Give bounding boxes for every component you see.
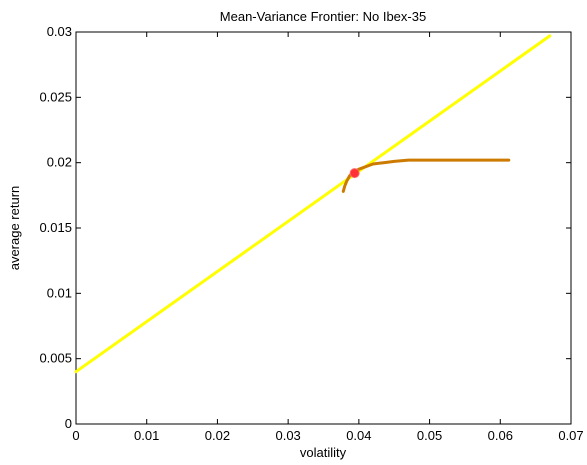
y-tick-label: 0.01 — [47, 285, 72, 300]
x-axis-ticks: 0 0.01 0.02 0.03 0.04 0.05 0.06 0.07 — [72, 32, 584, 443]
x-tick-label: 0.07 — [558, 428, 583, 443]
capital-market-line — [74, 34, 552, 374]
series-layer — [74, 34, 552, 374]
x-tick-label: 0.01 — [134, 428, 159, 443]
x-tick-label: 0.06 — [488, 428, 513, 443]
x-axis-label: volatility — [300, 445, 347, 460]
y-tick-label: 0.025 — [39, 89, 72, 104]
chart-title: Mean-Variance Frontier: No Ibex-35 — [220, 9, 426, 24]
y-tick-label: 0 — [65, 416, 72, 431]
points-layer — [349, 168, 360, 179]
y-axis-label: average return — [7, 186, 22, 271]
x-tick-label: 0 — [72, 428, 79, 443]
x-tick-label: 0.03 — [275, 428, 300, 443]
y-axis-ticks: 0 0.005 0.01 0.015 0.02 0.025 0.03 — [39, 24, 571, 431]
y-tick-label: 0.005 — [39, 351, 72, 366]
y-tick-label: 0.03 — [47, 24, 72, 39]
y-tick-label: 0.02 — [47, 155, 72, 170]
tangency-point — [349, 168, 360, 179]
x-tick-label: 0.05 — [417, 428, 442, 443]
x-tick-label: 0.02 — [205, 428, 230, 443]
y-tick-label: 0.015 — [39, 220, 72, 235]
x-tick-label: 0.04 — [346, 428, 371, 443]
plot-area — [75, 31, 572, 425]
efficient-frontier-line — [341, 158, 511, 193]
